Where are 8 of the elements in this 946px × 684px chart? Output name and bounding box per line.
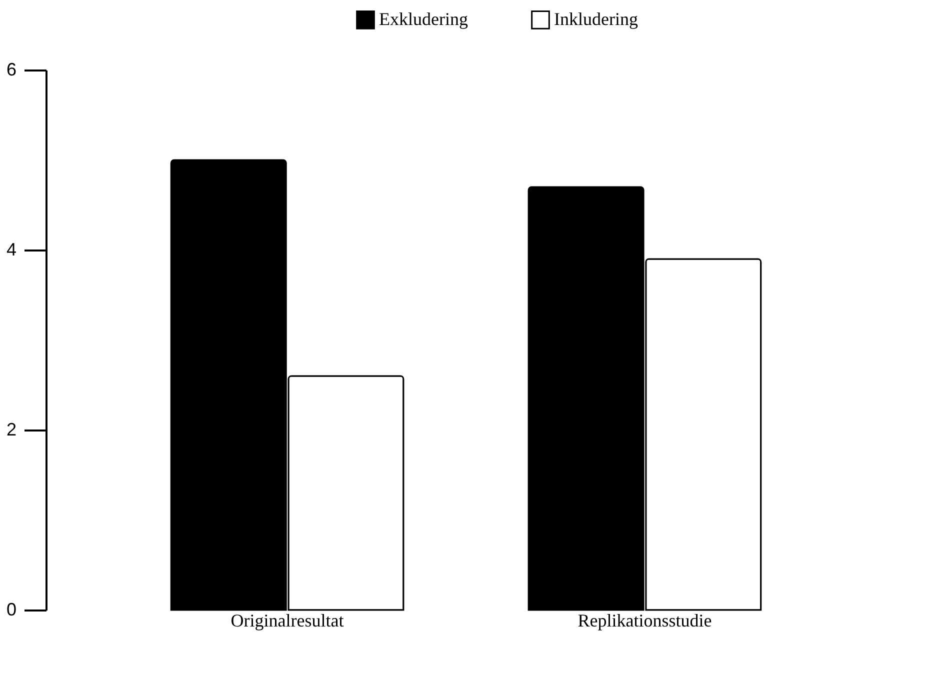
x-tick-label: Replikationsstudie <box>578 610 712 630</box>
y-tick-label: 0 <box>6 600 16 620</box>
x-tick-label: Originalresultat <box>230 610 344 630</box>
legend-label: Exkludering <box>379 8 468 29</box>
y-tick-label: 6 <box>6 60 16 80</box>
y-tick-label: 4 <box>6 240 16 260</box>
legend-label: Inkludering <box>554 8 638 29</box>
y-tick-label: 2 <box>6 420 16 440</box>
